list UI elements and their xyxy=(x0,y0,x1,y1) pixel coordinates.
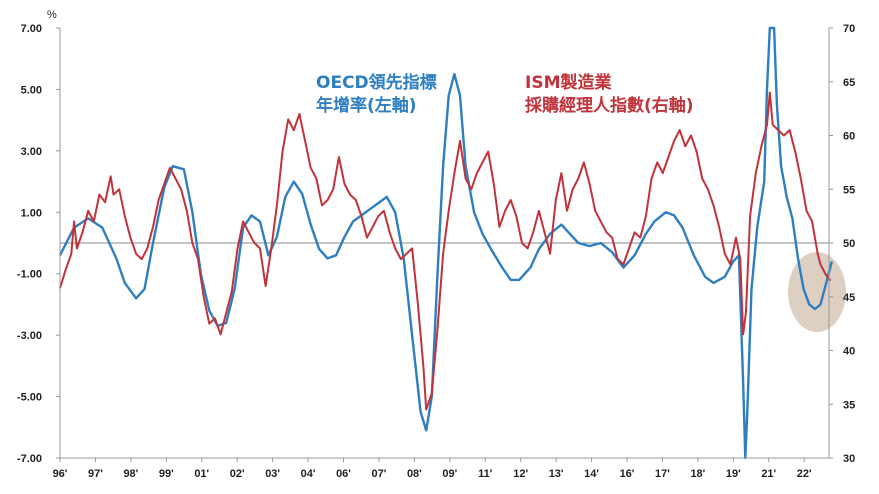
x-axis-tick-label: 21' xyxy=(761,468,776,480)
left-axis-tick-label: -1.00 xyxy=(17,269,42,281)
right-axis-tick-label: 40 xyxy=(843,346,855,358)
left-axis-tick-label: 5.00 xyxy=(21,84,42,96)
x-axis-tick-label: 03' xyxy=(265,468,280,480)
left-axis-tick-label: 3.00 xyxy=(21,146,42,158)
highlight-ellipse xyxy=(788,252,846,332)
left-axis-tick-label: -7.00 xyxy=(17,453,42,465)
right-axis-tick-label: 30 xyxy=(843,453,855,465)
x-axis-tick-label: 16' xyxy=(620,468,635,480)
legend-oecd: OECD領先指標 年增率(左軸) xyxy=(316,72,437,118)
x-axis-tick-label: 17' xyxy=(655,468,670,480)
x-axis-tick-label: 11' xyxy=(478,468,493,480)
x-axis-tick-label: 13' xyxy=(549,468,564,480)
x-axis-tick-label: 07' xyxy=(372,468,387,480)
x-axis-tick-label: 18' xyxy=(690,468,705,480)
x-axis-tick-label: 08' xyxy=(407,468,422,480)
right-axis-tick-label: 35 xyxy=(843,399,855,411)
left-axis-tick-label: 1.00 xyxy=(21,207,42,219)
left-axis-tick-label: -3.00 xyxy=(17,330,42,342)
left-axis-tick-label: 7.00 xyxy=(21,23,42,35)
x-axis-tick-label: 09' xyxy=(442,468,457,480)
legend-ism-line2: 採購經理人指數(右軸) xyxy=(525,96,694,116)
legend-ism-line1: ISM製造業 xyxy=(525,73,612,93)
x-axis-tick-label: 98' xyxy=(123,468,138,480)
right-axis-tick-label: 70 xyxy=(843,23,855,35)
right-axis-tick-label: 45 xyxy=(843,292,855,304)
right-axis-tick-label: 65 xyxy=(843,77,855,89)
oecd-series-line xyxy=(58,26,833,460)
x-axis-tick-label: 19' xyxy=(726,468,741,480)
x-axis-tick-label: 99' xyxy=(159,468,174,480)
x-axis-tick-label: 04' xyxy=(301,468,316,480)
x-axis-tick-label: 02' xyxy=(230,468,245,480)
x-axis-tick-label: 12' xyxy=(513,468,528,480)
x-axis-tick-label: 97' xyxy=(88,468,103,480)
series-layer xyxy=(58,26,833,460)
legend-oecd-line2: 年增率(左軸) xyxy=(316,96,417,116)
axis-layer: 7.00 5.00 3.00 1.00 -1.00 -3.00 -5.00 -7.00 70 65… xyxy=(17,23,855,480)
legend-oecd-line1: OECD領先指標 xyxy=(316,73,437,93)
left-axis-tick-label: -5.00 xyxy=(17,392,42,404)
x-axis-tick-label: 96' xyxy=(53,468,68,480)
ism-series-line xyxy=(59,91,832,411)
left-axis-unit-label: % xyxy=(47,9,57,21)
right-axis-tick-label: 50 xyxy=(843,238,855,250)
x-axis-tick-label: 22' xyxy=(797,468,812,480)
right-axis-tick-label: 60 xyxy=(843,131,855,143)
x-axis-tick-label: 14' xyxy=(584,468,599,480)
x-axis-tick-label: 06' xyxy=(336,468,351,480)
x-axis-tick-label: 01' xyxy=(194,468,209,480)
legend-ism: ISM製造業 採購經理人指數(右軸) xyxy=(525,72,694,118)
right-axis-tick-label: 55 xyxy=(843,184,855,196)
